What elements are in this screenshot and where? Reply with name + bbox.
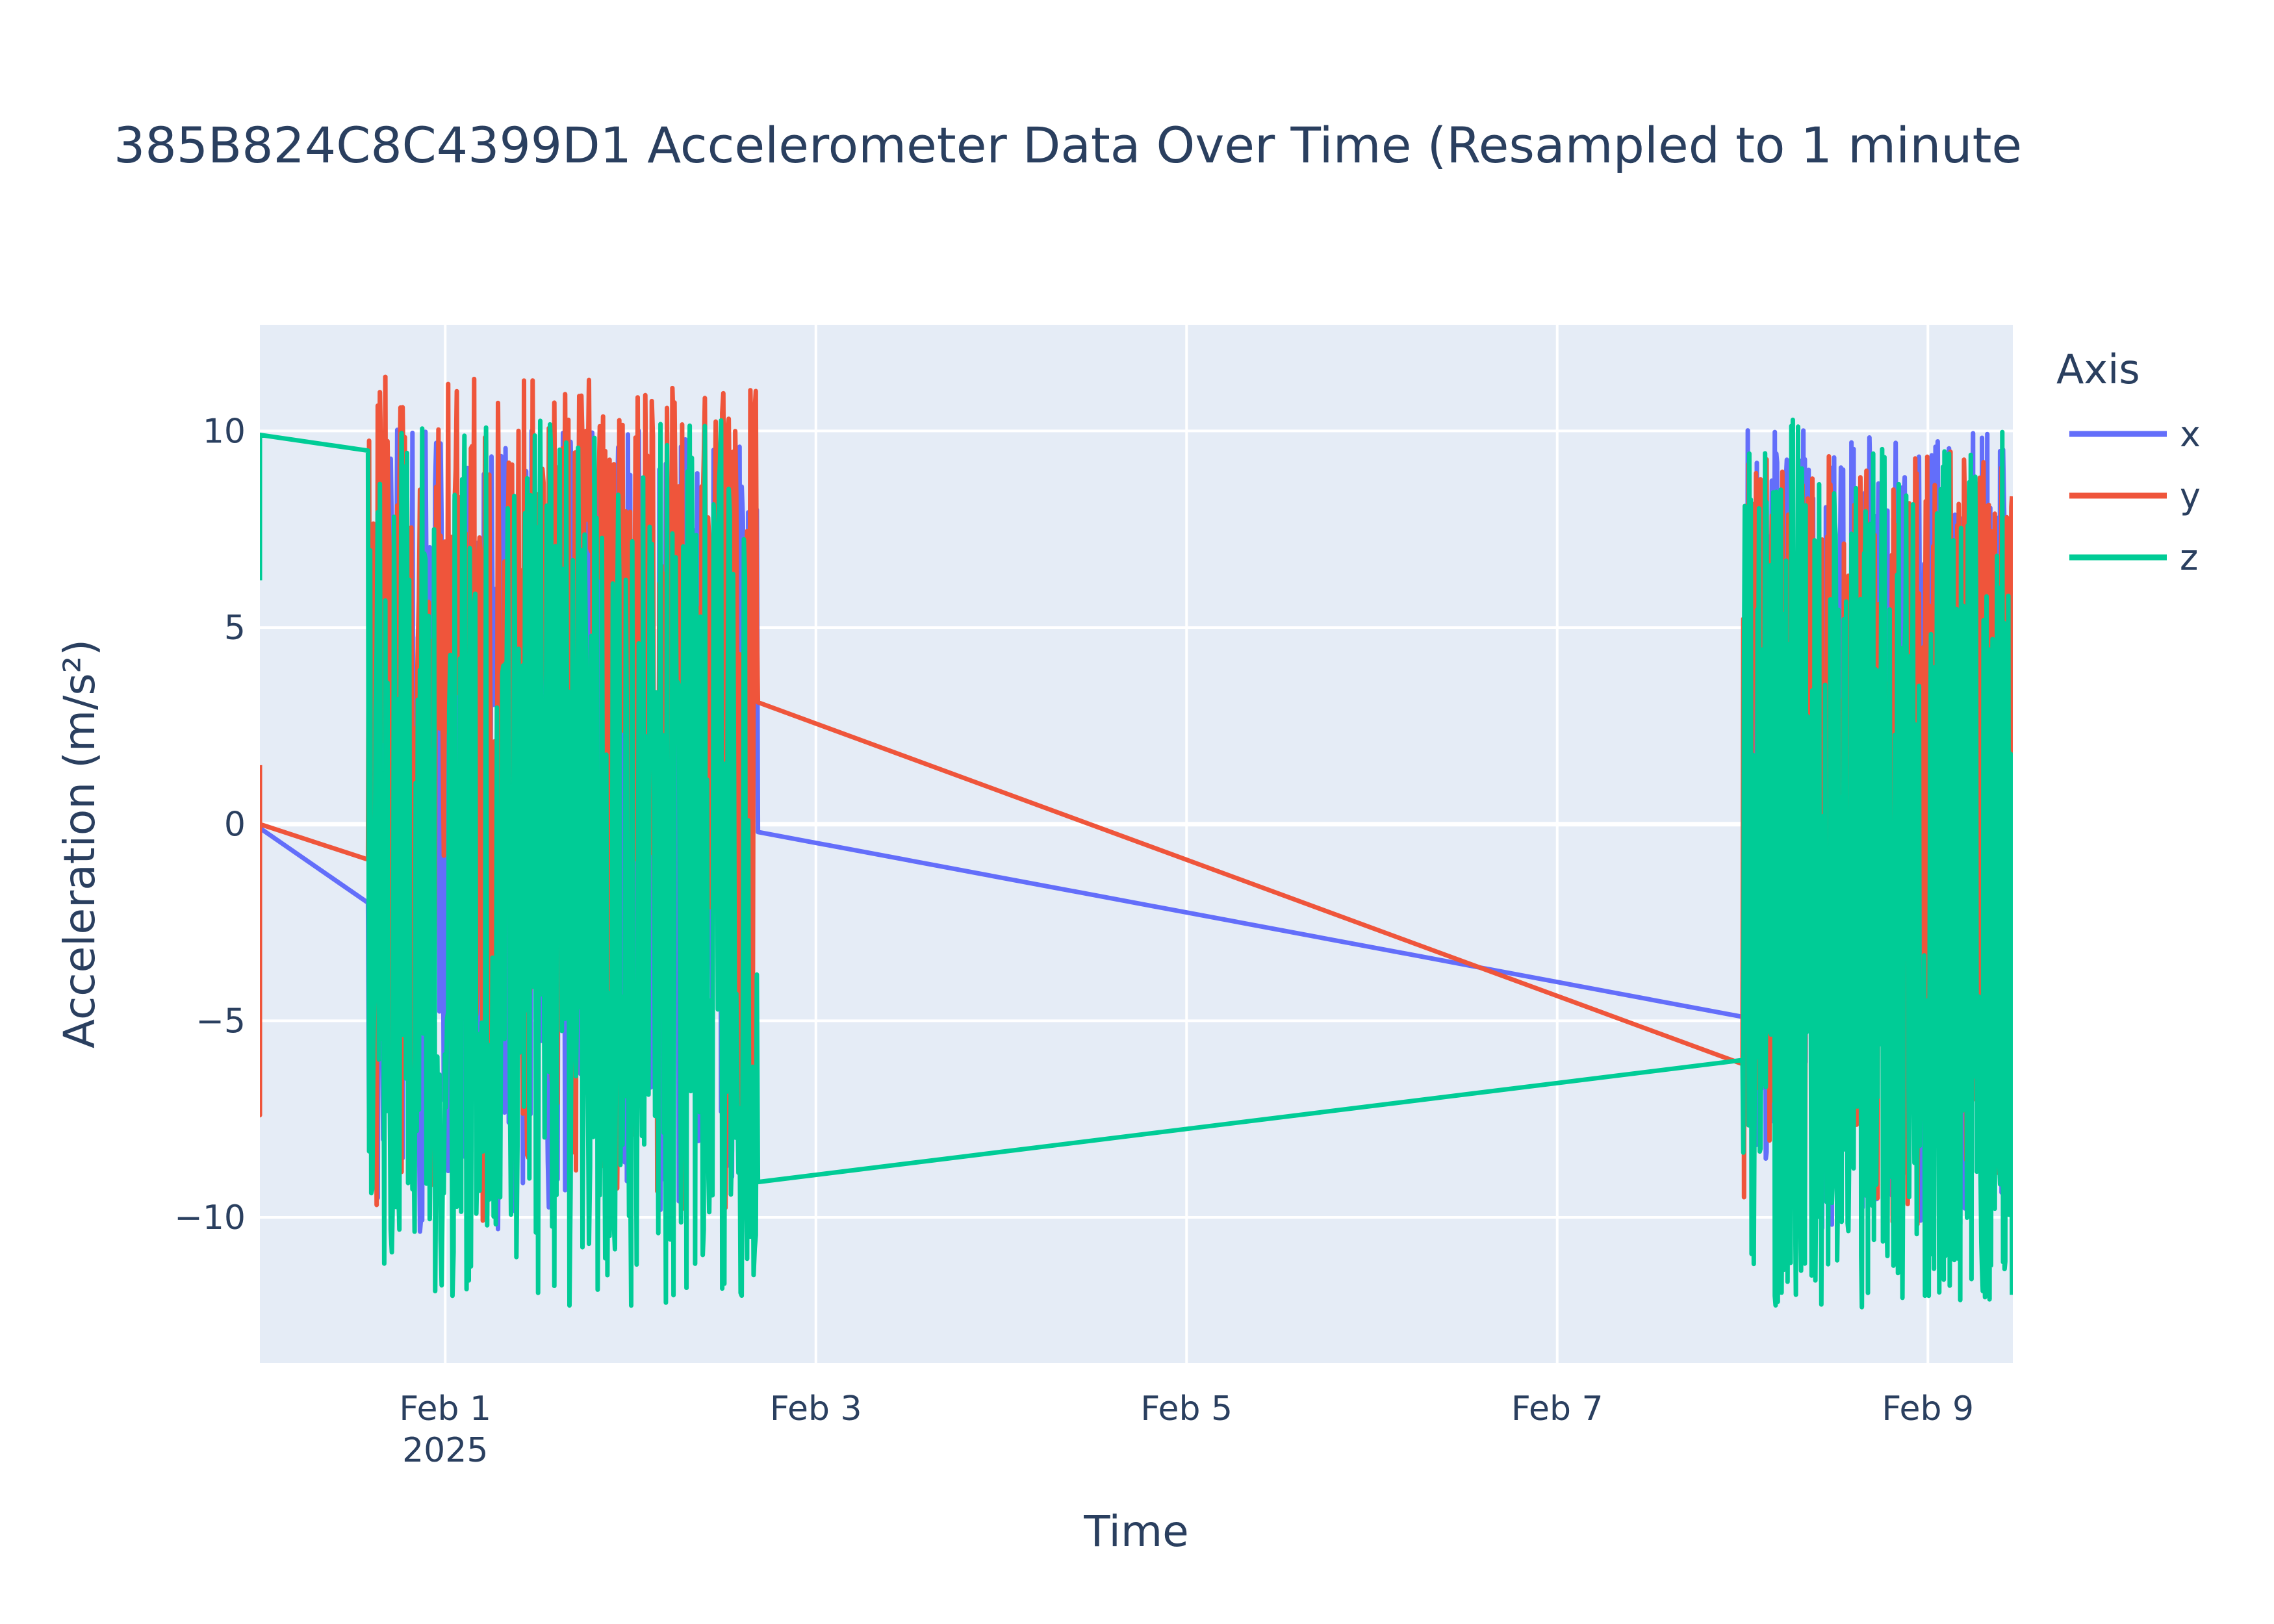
x-tick-label: Feb 5 — [1140, 1389, 1233, 1428]
legend-title: Axis — [2056, 346, 2140, 393]
y-axis-ticks: 10 5 0 −5 −10 — [174, 412, 246, 1237]
x-tick-sublabel: 2025 — [402, 1431, 488, 1470]
x-tick-label: Feb 1 — [399, 1389, 491, 1428]
legend: Axis xyz — [2056, 346, 2201, 578]
y-tick-label: 10 — [203, 412, 246, 451]
y-tick-label: −5 — [196, 1002, 246, 1041]
y-axis-title: Acceleration (m/s²) — [55, 639, 105, 1048]
x-axis-title: Time — [1083, 1506, 1189, 1556]
legend-label-y: y — [2180, 476, 2201, 516]
series-line-z — [260, 417, 2013, 1310]
y-tick-label: 5 — [224, 609, 246, 648]
x-tick-label: Feb 3 — [770, 1389, 862, 1428]
x-tick-label: Feb 7 — [1511, 1389, 1603, 1428]
y-tick-label: −10 — [174, 1199, 246, 1237]
y-tick-label: 0 — [224, 806, 246, 844]
series-layer — [260, 374, 2013, 1310]
legend-label-z: z — [2180, 537, 2198, 578]
legend-label-x: x — [2180, 414, 2201, 455]
x-tick-label: Feb 9 — [1882, 1389, 1974, 1428]
chart-title: 385B824C8C4399D1 Accelerometer Data Over… — [114, 116, 2022, 174]
